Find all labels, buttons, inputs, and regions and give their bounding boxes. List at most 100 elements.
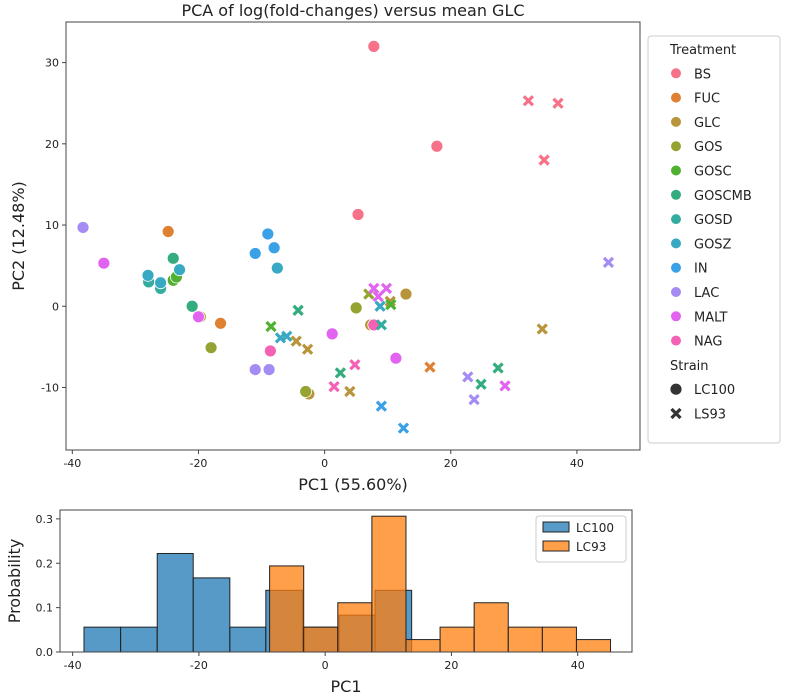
point-goscmb-ls93 (492, 362, 504, 374)
hist-bar (229, 626, 267, 653)
point-gos-lc100 (204, 341, 218, 355)
point-gosc-ls93 (385, 298, 397, 311)
hist-bar (83, 626, 122, 653)
scatter-points (76, 39, 615, 434)
legend-label-glc: GLC (694, 116, 720, 131)
point-malt-lc100 (389, 351, 403, 365)
point-glc-lc100 (399, 287, 413, 301)
y-tick-label: 30 (45, 57, 59, 70)
hist-y-tick-label: 0.3 (36, 513, 54, 526)
point-goscmb-lc100 (185, 299, 199, 313)
legend-marker-goscmb (670, 188, 682, 201)
point-gosz-lc100 (173, 263, 186, 277)
point-malt-lc100 (192, 310, 205, 324)
point-gosd-ls93 (375, 319, 388, 331)
point-nag-ls93 (328, 381, 340, 393)
legend-marker-gosd (670, 213, 682, 226)
point-in-lc100 (267, 241, 281, 255)
y-tick-label: -10 (41, 381, 59, 394)
hist-legend: LC100 LC93 (535, 515, 627, 563)
legend-label-lac: LAC (694, 286, 719, 301)
point-malt-ls93 (380, 282, 393, 295)
hist-y-tick-label: 0.2 (36, 557, 54, 570)
point-gos-lc100 (349, 301, 363, 315)
point-malt-lc100 (97, 256, 111, 270)
hist-bar (405, 639, 441, 653)
x-tick-label: -20 (189, 457, 207, 470)
legend-marker-gosc (670, 164, 682, 177)
point-lac-lc100 (262, 363, 276, 376)
point-goscmb-ls93 (292, 304, 304, 316)
hist-legend-label-lc93: LC93 (576, 540, 606, 554)
point-glc-ls93 (290, 335, 302, 347)
legend-marker-gosz (670, 237, 682, 250)
point-in-ls93 (375, 400, 388, 412)
legend-marker-malt (670, 310, 682, 323)
hist-bar (303, 626, 339, 653)
hist-y-axis-label: Probability (5, 539, 24, 624)
hist-x-tick-label: -40 (64, 659, 82, 672)
hist-y-tick-label: 0.0 (36, 646, 54, 659)
legend-label-nag: NAG (694, 335, 722, 350)
point-fuc-lc100 (214, 316, 227, 330)
legend-label-lc100: LC100 (694, 383, 735, 398)
point-gosz-lc100 (154, 276, 168, 290)
legend-label-gos: GOS (694, 140, 723, 155)
legend-marker-in (670, 261, 682, 274)
legend-marker-ls93 (670, 407, 682, 420)
point-malt-lc100 (325, 327, 339, 341)
point-gosz-ls93 (374, 300, 386, 312)
point-in-lc100 (261, 227, 275, 241)
point-bs-ls93 (538, 154, 550, 166)
point-malt-ls93 (499, 380, 511, 392)
point-bs-lc100 (367, 39, 381, 53)
point-bs-ls93 (552, 97, 564, 109)
point-gosc-ls93 (265, 320, 277, 333)
point-bs-lc100 (351, 208, 365, 221)
hist-bar (120, 626, 158, 653)
legend-label-gosd: GOSD (694, 213, 733, 228)
hist-legend-label-lc100: LC100 (576, 521, 614, 535)
x-tick-label: 40 (570, 457, 584, 470)
x-tick-label: -40 (63, 457, 81, 470)
point-in-lc100 (248, 247, 262, 260)
point-glc-ls93 (301, 343, 314, 355)
y-tick-label: 20 (45, 138, 59, 151)
hist-y-tick-label: 0.1 (36, 602, 54, 615)
point-goscmb-ls93 (475, 378, 487, 390)
point-gos-lc100 (299, 385, 313, 398)
hist-bar (371, 515, 407, 653)
point-bs-lc100 (430, 139, 444, 153)
legend-label-malt: MALT (694, 310, 728, 325)
hist-bar (269, 565, 305, 653)
point-lac-ls93 (602, 256, 615, 269)
point-fuc-lc100 (161, 225, 175, 238)
point-malt-ls93 (368, 282, 380, 295)
scatter-axes-frame (65, 21, 641, 451)
point-bs-ls93 (522, 95, 534, 107)
x-tick-label: 20 (444, 457, 458, 470)
y-tick-label: 10 (45, 219, 59, 232)
hist-bar (156, 552, 194, 653)
point-fuc-ls93 (424, 361, 436, 373)
legend-label-bs: BS (694, 67, 711, 82)
legend-title-strain: Strain (670, 359, 709, 374)
hist-legend-swatch-lc100 (542, 521, 570, 533)
x-axis-label: PC1 (55.60%) (298, 475, 408, 494)
scatter-legend: Treatment BS FUC GLC GOS GOSC GOSCMB GOSD GOSZ IN… (647, 35, 781, 444)
hist-bar (541, 626, 577, 653)
hist-bar (473, 602, 509, 653)
hist-x-tick-label: 40 (571, 659, 585, 672)
point-goscmb-ls93 (334, 367, 347, 379)
legend-label-goscmb: GOSCMB (694, 189, 752, 204)
hist-axes-frame (59, 509, 633, 653)
legend-label-gosc: GOSC (694, 165, 732, 180)
legend-marker-lc100 (669, 382, 683, 396)
legend-title-treatment: Treatment (669, 43, 736, 58)
legend-label-fuc: FUC (694, 92, 720, 107)
hist-bar (507, 626, 543, 653)
hist-x-tick-label: 20 (444, 659, 458, 672)
point-nag-ls93 (349, 359, 361, 371)
y-tick-label: 0 (52, 300, 59, 313)
